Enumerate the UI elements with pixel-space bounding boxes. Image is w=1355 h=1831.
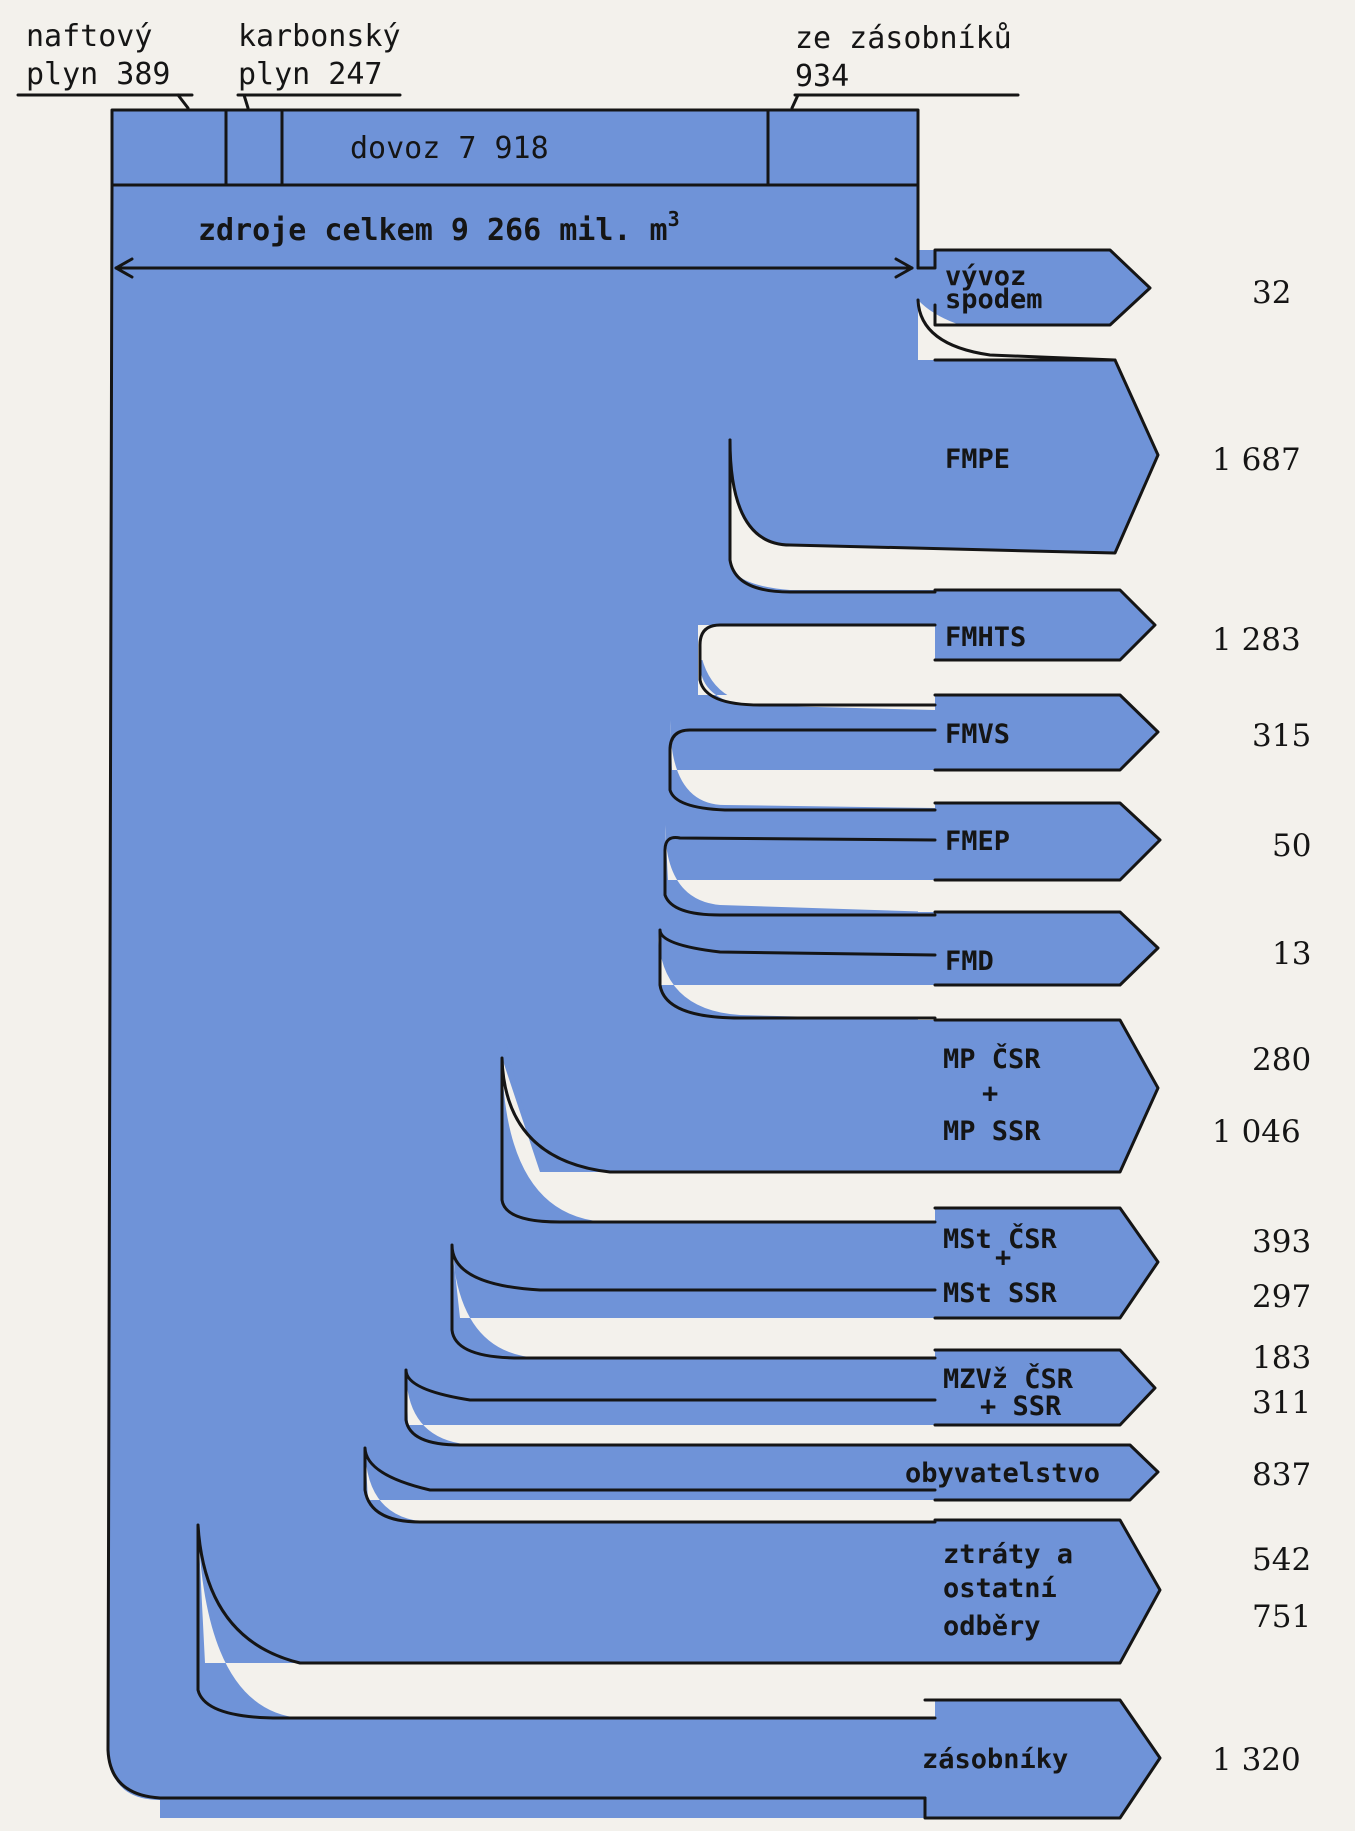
branch-fills bbox=[160, 250, 1160, 1818]
outlines bbox=[16, 93, 1162, 1820]
branch-mst-line3: MSt SSR bbox=[943, 1278, 1058, 1309]
branch-export-value: 32 bbox=[1252, 275, 1291, 311]
branch-mp-line2: + bbox=[982, 1078, 998, 1109]
branch-households-value: 837 bbox=[1252, 1457, 1311, 1493]
natural-gas-value: plyn 389 bbox=[26, 57, 171, 92]
import-label: dovoz 7 918 bbox=[350, 131, 549, 166]
branch-losses-line3: odběry bbox=[943, 1611, 1041, 1642]
branch-mst-line1: MSt ČSR bbox=[943, 1223, 1058, 1255]
storage-source-value: 934 bbox=[795, 59, 849, 94]
branch-losses-line1: ztráty a bbox=[943, 1539, 1073, 1570]
branch-mst-line2: + bbox=[995, 1242, 1011, 1273]
coal-gas-value: plyn 247 bbox=[238, 57, 383, 92]
branch-households-label: obyvatelstvo bbox=[905, 1458, 1100, 1489]
branch-mzvz-line1: MZVž ČSR bbox=[943, 1363, 1074, 1395]
branch-labels: vývoz spodem 32 FMPE 1 687 FMHTS 1 283 F… bbox=[905, 261, 1311, 1778]
branch-mst-value2: 297 bbox=[1252, 1279, 1311, 1315]
branch-storage-value: 1 320 bbox=[1212, 1742, 1301, 1778]
branch-fmep-label: FMEP bbox=[945, 826, 1010, 857]
branch-fmd-value: 13 bbox=[1272, 936, 1311, 972]
branch-mzvz-line2: + SSR bbox=[980, 1391, 1062, 1422]
branch-mp-value2: 1 046 bbox=[1212, 1114, 1301, 1150]
branch-fmd-label: FMD bbox=[945, 946, 994, 977]
coal-gas-label: karbonský bbox=[238, 19, 401, 54]
source-labels: naftový plyn 389 karbonský plyn 247 ze z… bbox=[26, 19, 1012, 248]
branch-fmpe-value: 1 687 bbox=[1212, 442, 1301, 478]
branch-mzvz-value2: 311 bbox=[1252, 1385, 1311, 1421]
branch-fmpe-label: FMPE bbox=[945, 444, 1010, 475]
branch-export-line2: spodem bbox=[945, 284, 1043, 315]
branch-mp-value1: 280 bbox=[1252, 1042, 1311, 1078]
branch-mp-line3: MP SSR bbox=[943, 1116, 1041, 1147]
branch-fmvs-label: FMVS bbox=[945, 719, 1010, 750]
natural-gas-label: naftový bbox=[26, 19, 152, 54]
branch-fmvs-value: 315 bbox=[1252, 718, 1311, 754]
branch-gaps bbox=[198, 300, 1115, 1718]
total-resources-label: zdroje celkem 9 266 mil. m3 bbox=[198, 207, 680, 248]
total-resources-exponent: 3 bbox=[668, 207, 680, 231]
branch-losses-line2: ostatní bbox=[943, 1573, 1057, 1604]
branch-export-line1: vývoz bbox=[945, 261, 1026, 292]
branch-mzvz-value1: 183 bbox=[1252, 1340, 1311, 1376]
branch-losses-value2: 751 bbox=[1252, 1599, 1311, 1635]
branch-fmhts-label: FMHTS bbox=[945, 622, 1026, 653]
total-resources-text: zdroje celkem 9 266 mil. m bbox=[198, 213, 668, 248]
branch-storage-label: zásobníky bbox=[922, 1744, 1068, 1775]
storage-source-label: ze zásobníků bbox=[795, 21, 1012, 56]
branch-mst-value1: 393 bbox=[1252, 1224, 1311, 1260]
branch-losses-value1: 542 bbox=[1252, 1542, 1311, 1578]
branch-mp-line1: MP ČSR bbox=[943, 1043, 1041, 1075]
branch-fmep-value: 50 bbox=[1272, 828, 1311, 864]
branch-fmhts-value: 1 283 bbox=[1212, 622, 1301, 658]
